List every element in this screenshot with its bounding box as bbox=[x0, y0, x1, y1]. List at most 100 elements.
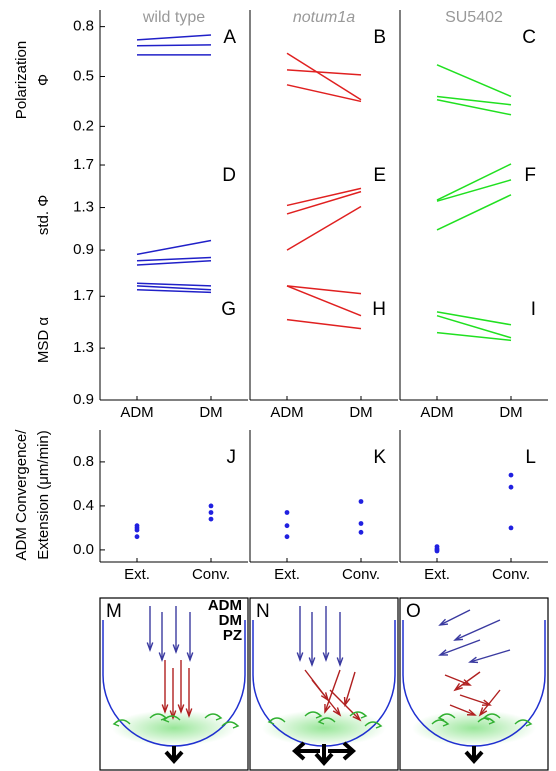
series-line bbox=[286, 84, 362, 103]
y-axis-label: Φ bbox=[35, 74, 52, 86]
arrow bbox=[449, 704, 476, 716]
y-tick-label: 0.5 bbox=[73, 67, 94, 84]
arrow-head bbox=[453, 633, 464, 641]
y-axis-label: std. Φ bbox=[35, 195, 52, 235]
data-point bbox=[358, 499, 364, 504]
arrow-head bbox=[169, 710, 177, 721]
arrow-head bbox=[177, 704, 185, 715]
data-point bbox=[134, 527, 140, 533]
series-line bbox=[136, 256, 212, 262]
data-point bbox=[508, 484, 514, 490]
y-tick-label: 0.9 bbox=[73, 391, 94, 408]
y-tick-label: 0.8 bbox=[73, 18, 94, 35]
arrow-head bbox=[352, 712, 362, 722]
series-line bbox=[436, 95, 512, 106]
x-tick-label: Conv. bbox=[192, 566, 230, 583]
data-point bbox=[358, 521, 364, 526]
series-line bbox=[436, 99, 512, 116]
y-axis-label: MSD α bbox=[35, 317, 52, 364]
y-tick-label: 1.3 bbox=[73, 199, 94, 216]
arrow bbox=[439, 609, 471, 626]
data-point bbox=[208, 510, 214, 515]
series-line bbox=[286, 190, 362, 215]
arrow bbox=[344, 671, 356, 706]
arrow bbox=[324, 669, 341, 713]
x-tick-label: Conv. bbox=[492, 566, 530, 583]
series-line bbox=[436, 331, 512, 342]
panel-letter: L bbox=[525, 447, 536, 468]
panel-letter: F bbox=[524, 165, 536, 186]
arrow-head bbox=[308, 657, 316, 668]
arrow-head bbox=[296, 652, 304, 663]
data-point bbox=[508, 525, 514, 531]
series-line bbox=[436, 163, 512, 201]
y-tick-label: 1.7 bbox=[73, 156, 94, 173]
arrow-head bbox=[336, 657, 344, 668]
panel-letter: K bbox=[373, 447, 386, 468]
arrow-head bbox=[322, 652, 330, 663]
y-tick-label: 0.9 bbox=[73, 241, 94, 258]
series-line bbox=[286, 285, 362, 317]
y-tick-label: 0.0 bbox=[73, 541, 94, 558]
tissue-motion bbox=[464, 746, 484, 765]
y-axis-label: Polarization bbox=[13, 41, 30, 119]
pz-arrow-head bbox=[525, 720, 533, 727]
diagram-frame bbox=[399, 597, 549, 771]
pz-arrow-head bbox=[162, 716, 170, 723]
tissue-motion bbox=[291, 741, 357, 767]
y-tick-label: 1.7 bbox=[73, 287, 94, 304]
series-line bbox=[136, 44, 212, 47]
x-tick-label: Ext. bbox=[424, 566, 450, 583]
data-point bbox=[284, 523, 290, 529]
arrow-head bbox=[438, 618, 449, 626]
arrow-head bbox=[185, 708, 193, 719]
pz-arrow-head bbox=[442, 720, 450, 727]
y-axis-label: ADM Convergence/ bbox=[13, 429, 30, 561]
x-tick-label: ADM bbox=[270, 404, 303, 421]
x-tick-label: ADM bbox=[420, 404, 453, 421]
column-title: notum1a bbox=[293, 9, 355, 26]
arrow-head bbox=[453, 682, 463, 692]
arrow-head bbox=[161, 704, 169, 715]
legend-entry: DM bbox=[219, 612, 242, 629]
panel-letter: A bbox=[223, 27, 236, 48]
series-line bbox=[436, 179, 512, 202]
series-line bbox=[286, 318, 362, 330]
y-tick-label: 0.2 bbox=[73, 117, 94, 134]
arrow-head bbox=[146, 642, 154, 653]
arrow-head bbox=[332, 707, 342, 717]
legend-entry: PZ bbox=[223, 627, 242, 644]
arrow-head bbox=[186, 652, 194, 663]
data-point bbox=[508, 472, 514, 478]
y-tick-label: 1.3 bbox=[73, 339, 94, 356]
arrow bbox=[479, 689, 501, 716]
series-line bbox=[136, 34, 212, 41]
x-tick-label: DM bbox=[349, 404, 372, 421]
series-line bbox=[136, 259, 212, 266]
arrow-head bbox=[172, 644, 180, 655]
panel-letter: H bbox=[372, 299, 386, 320]
data-point bbox=[134, 534, 140, 540]
data-point bbox=[208, 503, 214, 509]
pz-arrow-head bbox=[375, 722, 383, 729]
legend-entry: ADM bbox=[208, 597, 242, 614]
arrow-head bbox=[466, 709, 477, 716]
panel-letter: J bbox=[227, 447, 237, 468]
arrow-head bbox=[324, 703, 331, 714]
series-line bbox=[436, 314, 512, 339]
column-title: SU5402 bbox=[445, 9, 503, 26]
arrow bbox=[459, 694, 491, 706]
panel-letter: B bbox=[373, 27, 386, 48]
arrow bbox=[444, 674, 471, 686]
series-line bbox=[136, 239, 212, 256]
panel-letter: D bbox=[222, 165, 236, 186]
series-line bbox=[286, 187, 362, 207]
diagram-letter: M bbox=[106, 601, 122, 622]
diagram-frame bbox=[249, 597, 399, 771]
x-tick-label: DM bbox=[499, 404, 522, 421]
data-point bbox=[284, 534, 290, 540]
arrow bbox=[439, 639, 481, 656]
arrow bbox=[454, 619, 501, 641]
pz-arrow-head bbox=[488, 718, 496, 725]
